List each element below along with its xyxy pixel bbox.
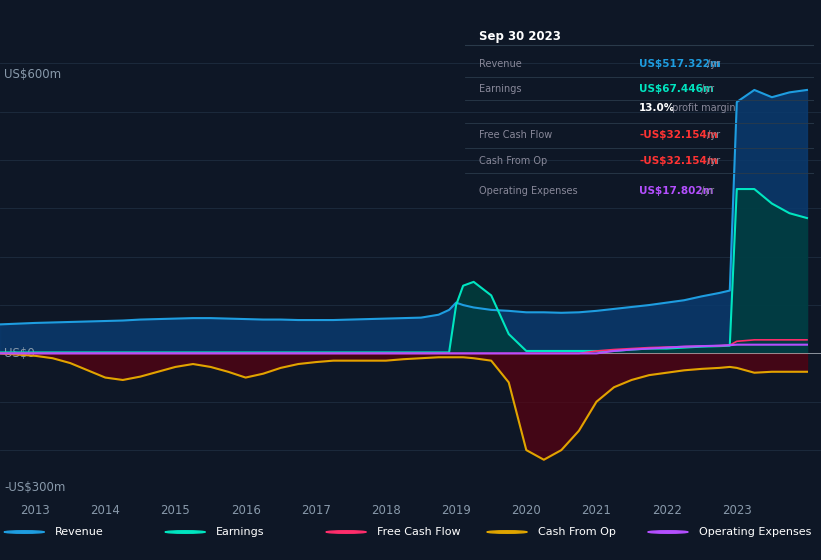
Text: US$17.802m: US$17.802m xyxy=(639,186,713,196)
Text: Free Cash Flow: Free Cash Flow xyxy=(479,130,552,141)
Text: /yr: /yr xyxy=(699,186,714,196)
Circle shape xyxy=(4,531,44,533)
Text: Earnings: Earnings xyxy=(216,527,264,537)
Text: US$67.446m: US$67.446m xyxy=(639,84,714,94)
Circle shape xyxy=(165,531,205,533)
Text: Revenue: Revenue xyxy=(55,527,103,537)
Text: /yr: /yr xyxy=(699,84,714,94)
Text: Free Cash Flow: Free Cash Flow xyxy=(377,527,461,537)
Text: Cash From Op: Cash From Op xyxy=(479,156,547,166)
Text: US$600m: US$600m xyxy=(4,68,62,81)
Circle shape xyxy=(487,531,527,533)
Text: -US$32.154m: -US$32.154m xyxy=(639,156,718,166)
Text: US$0: US$0 xyxy=(4,347,34,360)
Text: /yr: /yr xyxy=(704,156,721,166)
Text: -US$300m: -US$300m xyxy=(4,481,66,494)
Text: Earnings: Earnings xyxy=(479,84,521,94)
Text: -US$32.154m: -US$32.154m xyxy=(639,130,718,141)
Circle shape xyxy=(648,531,688,533)
Text: Sep 30 2023: Sep 30 2023 xyxy=(479,30,561,44)
Circle shape xyxy=(326,531,366,533)
Text: Revenue: Revenue xyxy=(479,59,521,69)
Text: /yr: /yr xyxy=(704,59,721,69)
Text: US$517.322m: US$517.322m xyxy=(639,59,721,69)
Text: Operating Expenses: Operating Expenses xyxy=(479,186,577,196)
Text: /yr: /yr xyxy=(704,130,721,141)
Text: 13.0%: 13.0% xyxy=(639,103,676,113)
Text: profit margin: profit margin xyxy=(669,103,736,113)
Text: Operating Expenses: Operating Expenses xyxy=(699,527,811,537)
Text: Cash From Op: Cash From Op xyxy=(538,527,616,537)
